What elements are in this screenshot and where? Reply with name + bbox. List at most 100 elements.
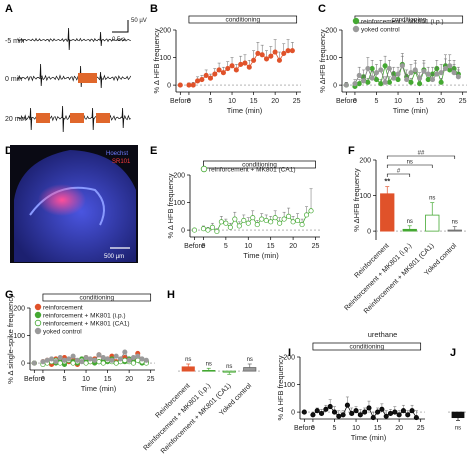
data-point: [203, 72, 209, 79]
y-tick-label: 0: [333, 83, 337, 90]
data-point: [70, 360, 76, 366]
x-tick-label: 0: [353, 98, 357, 105]
data-point: [268, 53, 274, 59]
legend-marker: [34, 303, 42, 311]
data-point: [395, 71, 401, 77]
comparison-label: ns: [407, 160, 413, 166]
trace-time-label: 20 min: [5, 116, 26, 123]
data-point: [392, 409, 398, 415]
comparison-label: #: [397, 169, 401, 175]
x-axis-label: Time (min): [81, 384, 117, 393]
data-point: [417, 81, 423, 87]
data-point: [438, 79, 444, 85]
hfb-spike: [91, 107, 95, 131]
data-point: [268, 219, 274, 225]
panel-letter-f: F: [348, 145, 355, 157]
data-point: [314, 408, 320, 414]
y-tick-label: 200: [325, 28, 337, 35]
y-tick-label: 200: [13, 306, 25, 313]
data-point: [191, 227, 198, 233]
data-point: [177, 82, 183, 88]
hfb-spike: [39, 63, 43, 87]
data-point: [130, 355, 136, 361]
data-point: [356, 81, 362, 87]
x-tick-label: 10: [394, 98, 402, 105]
data-point: [417, 75, 423, 81]
y-axis-label: % ΔHFB frequency: [318, 29, 327, 93]
scale-bar: [112, 20, 129, 33]
legend-label: yoked control: [43, 328, 82, 335]
data-point: [299, 222, 305, 228]
bar: [181, 366, 195, 372]
data-point: [281, 50, 287, 56]
significance-label: ns: [407, 219, 413, 225]
x-tick-label: 25: [293, 98, 301, 105]
data-point: [447, 63, 453, 69]
data-point: [205, 227, 211, 233]
data-point: [40, 359, 46, 365]
panel-letter-a: A: [5, 3, 13, 15]
data-point: [276, 57, 282, 63]
bar: [222, 370, 236, 373]
bar: [202, 369, 216, 372]
data-point: [289, 48, 295, 54]
y-tick-label: 0: [291, 410, 295, 417]
x-tick-label: 15: [374, 425, 382, 432]
conditioning-label: conditioning: [225, 17, 260, 24]
x-tick-label: 0: [201, 243, 205, 250]
conditioning-label: conditioning: [242, 162, 277, 169]
hfb-spike: [99, 71, 103, 89]
x-tick-label: Before: [336, 98, 357, 105]
y-tick-label: 200: [173, 173, 185, 180]
panel-letter-e: E: [150, 145, 157, 157]
legend-label: yoked control: [361, 26, 400, 33]
data-point: [366, 405, 372, 411]
data-point: [200, 226, 206, 232]
data-point: [241, 217, 247, 224]
data-point: [31, 360, 37, 366]
data-point: [130, 360, 136, 366]
data-point: [361, 78, 367, 84]
trace-time-label: 0 min: [5, 76, 22, 83]
data-point: [281, 216, 287, 222]
x-tick-label: Before: [184, 243, 205, 250]
data-point: [195, 78, 201, 84]
panel-j: Jns: [448, 347, 468, 431]
conditioning-label: conditioning: [349, 344, 384, 351]
data-point: [238, 61, 244, 67]
data-point: [295, 217, 301, 224]
data-point: [365, 79, 371, 85]
panel-letter-g: G: [5, 289, 14, 301]
legend-label: reinforcement + MK801 (CA1): [43, 320, 130, 327]
data-point: [353, 408, 359, 414]
data-point: [272, 49, 278, 55]
data-point: [308, 208, 314, 214]
data-point: [373, 77, 380, 83]
data-point: [395, 77, 401, 83]
data-point: [143, 357, 149, 363]
stimulation-block: [96, 113, 110, 123]
data-point: [232, 216, 238, 222]
panel-letter-i: I: [288, 347, 291, 359]
lfp-trace: [17, 74, 132, 82]
hfb-spike: [121, 107, 125, 129]
data-point: [186, 82, 192, 88]
data-point: [408, 79, 414, 85]
legend-marker: [200, 165, 208, 173]
comparison-bracket: [386, 173, 411, 177]
x-tick-label: 5: [63, 376, 67, 383]
data-point: [216, 67, 222, 73]
stimulation-block: [70, 113, 84, 123]
data-point: [378, 67, 384, 73]
y-tick-label: 0: [367, 229, 371, 236]
legend-marker: [34, 319, 42, 327]
data-point: [369, 75, 375, 81]
data-point: [100, 360, 106, 366]
comparison-bracket: [386, 164, 433, 168]
data-point: [396, 412, 402, 418]
bar: [402, 228, 417, 232]
x-tick-label: 20: [289, 243, 297, 250]
conditioning-bar: [312, 342, 422, 351]
